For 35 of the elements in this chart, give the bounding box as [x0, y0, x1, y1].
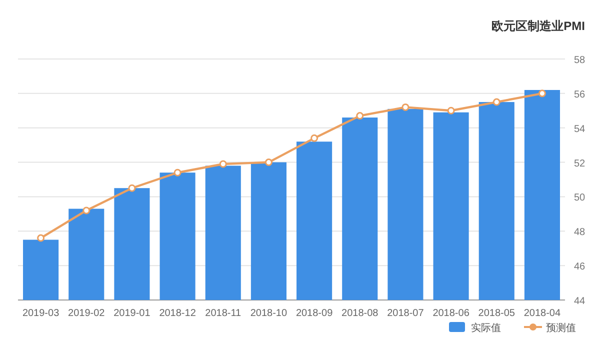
legend-label: 预测值 — [546, 322, 576, 334]
x-tick-label: 2018-07 — [387, 308, 424, 319]
x-tick-label: 2019-01 — [114, 308, 151, 319]
y-tick-label: 50 — [574, 192, 586, 204]
x-tick-label: 2019-02 — [68, 308, 106, 319]
y-tick-label: 52 — [574, 158, 586, 170]
y-tick-label: 56 — [574, 89, 586, 100]
x-tick-label: 2018-12 — [159, 308, 196, 319]
point — [219, 160, 227, 168]
y-tick-label: 58 — [574, 55, 586, 66]
x-tick-label: 2018-05 — [478, 308, 516, 319]
x-tick-label: 2019-03 — [22, 308, 60, 319]
legend-label: 实际值 — [471, 322, 501, 334]
point — [356, 112, 364, 120]
x-tick-label: 2018-09 — [296, 308, 334, 319]
point — [264, 158, 272, 166]
point — [310, 134, 318, 142]
x-tick-label: 2018-11 — [205, 308, 242, 319]
point — [82, 206, 90, 214]
x-tick-label: 2018-04 — [524, 308, 561, 319]
x-tick-label: 2018-06 — [432, 308, 470, 319]
point — [37, 234, 45, 242]
chart-title: 欧元区制造业PMI — [492, 19, 585, 33]
point — [174, 168, 182, 176]
point — [402, 103, 410, 111]
y-tick-label: 46 — [574, 262, 586, 273]
point — [538, 90, 546, 98]
y-tick-label: 44 — [574, 296, 586, 307]
point — [128, 184, 136, 192]
y-tick-label: 54 — [574, 124, 586, 135]
y-tick-label: 48 — [574, 227, 586, 238]
point — [447, 106, 455, 114]
x-tick-label: 2018-10 — [250, 308, 288, 319]
x-tick-label: 2018-08 — [342, 308, 379, 319]
point — [492, 98, 500, 106]
